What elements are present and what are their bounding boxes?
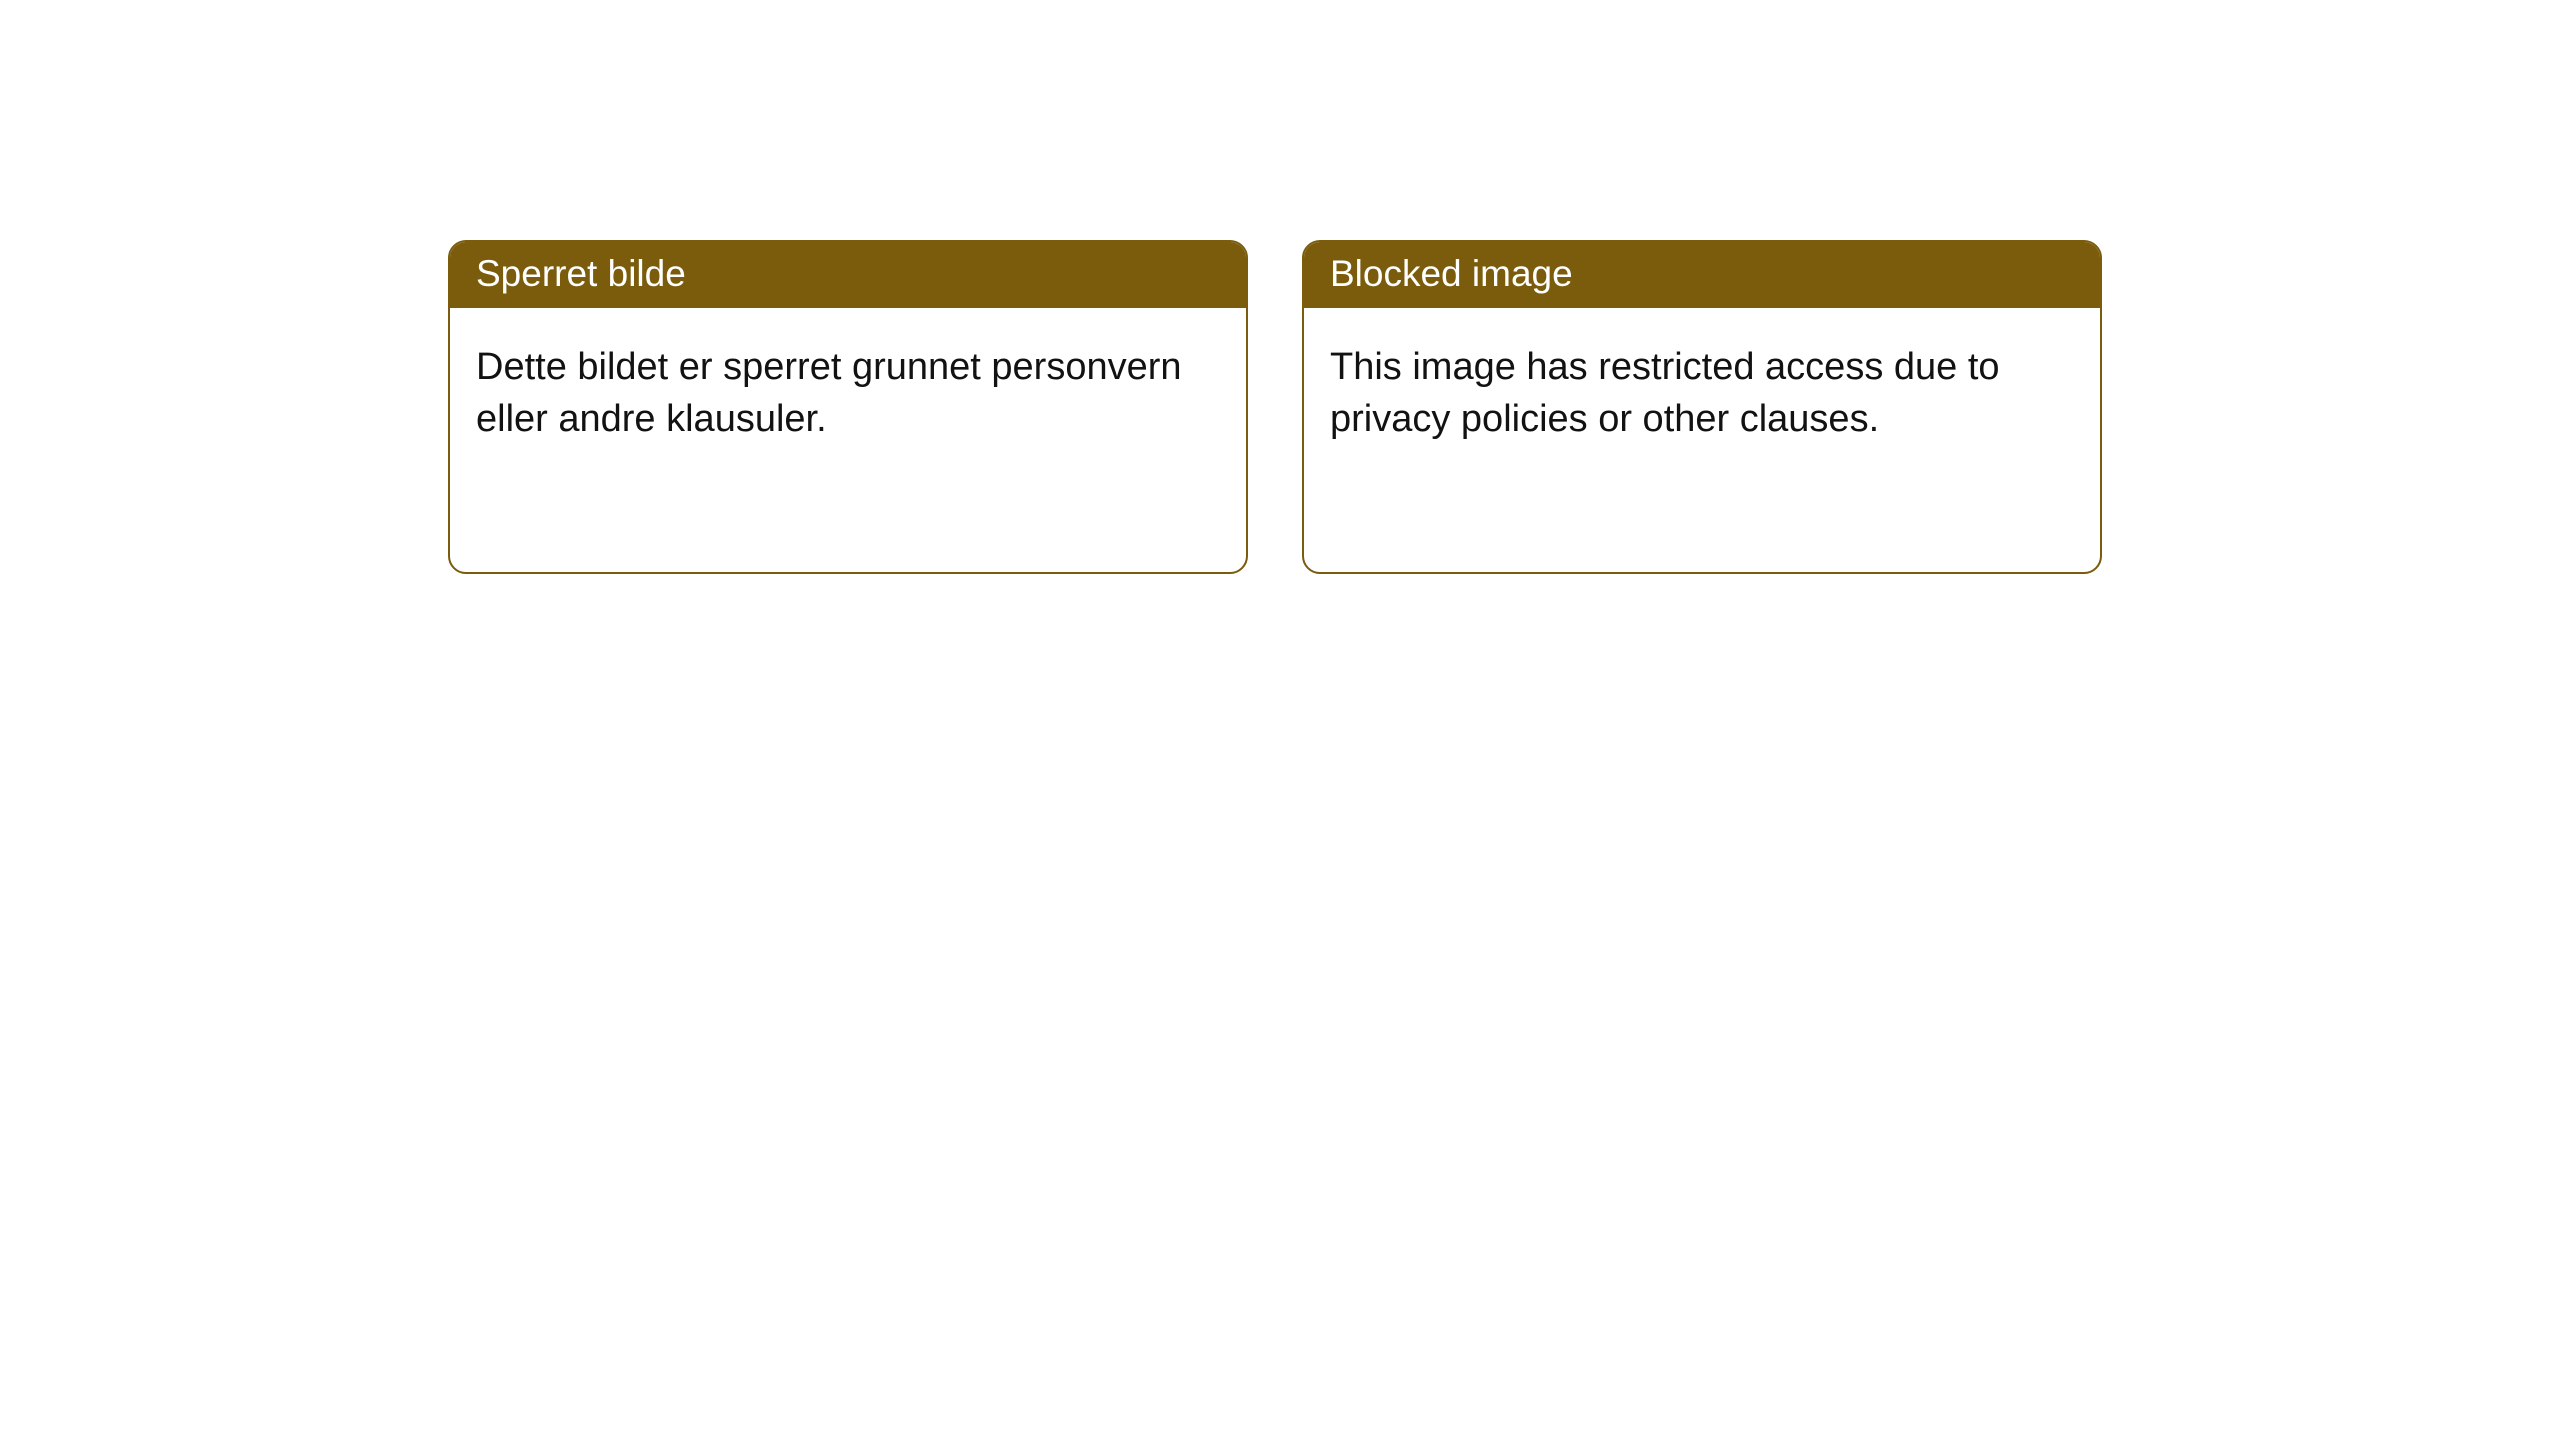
card-header-english: Blocked image	[1304, 242, 2100, 308]
card-body-norwegian: Dette bildet er sperret grunnet personve…	[450, 308, 1246, 471]
blocked-image-card-english: Blocked image This image has restricted …	[1302, 240, 2102, 574]
notice-container: Sperret bilde Dette bildet er sperret gr…	[0, 0, 2560, 574]
card-header-norwegian: Sperret bilde	[450, 242, 1246, 308]
card-body-english: This image has restricted access due to …	[1304, 308, 2100, 471]
blocked-image-card-norwegian: Sperret bilde Dette bildet er sperret gr…	[448, 240, 1248, 574]
